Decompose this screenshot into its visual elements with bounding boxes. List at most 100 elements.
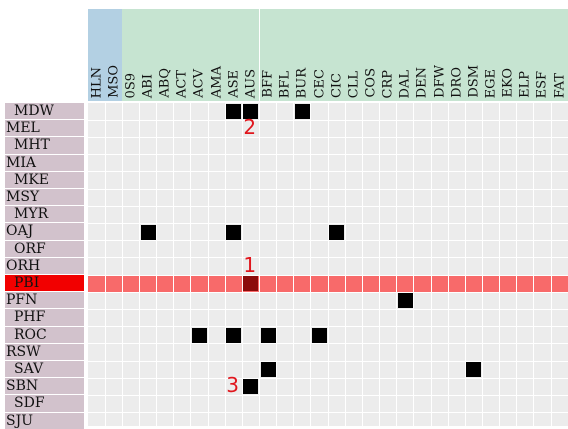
- grid-line-vertical: [104, 103, 106, 426]
- row-header-mel[interactable]: MEL: [5, 120, 84, 137]
- grid-line-vertical: [224, 103, 226, 426]
- column-header-dfw[interactable]: DFW: [431, 9, 449, 101]
- row-header-mdw[interactable]: MDW: [5, 103, 84, 120]
- grid-line-vertical: [156, 103, 158, 426]
- grid-line-vertical: [516, 103, 518, 426]
- row-header-pbi[interactable]: PBI: [5, 275, 84, 292]
- column-header-ege[interactable]: EGE: [482, 9, 500, 101]
- column-header-bur[interactable]: BUR: [293, 9, 311, 101]
- row-header-label: ORF: [14, 240, 46, 257]
- grid-line-vertical: [344, 103, 346, 426]
- column-header-cos[interactable]: COS: [362, 9, 380, 101]
- row-header-msy[interactable]: MSY: [5, 189, 84, 206]
- grid-line-vertical: [327, 103, 329, 426]
- grid-line-vertical: [533, 103, 535, 426]
- cell-marker-pbi-aus[interactable]: [243, 276, 259, 292]
- grid-line-horizontal: [88, 308, 568, 310]
- column-header-dro[interactable]: DRO: [448, 9, 466, 101]
- grid-line-vertical: [550, 103, 552, 426]
- cell-marker-mdw-aus[interactable]: [243, 104, 259, 120]
- grid-line-horizontal: [88, 343, 568, 345]
- column-header-mso[interactable]: MSO: [105, 9, 123, 101]
- row-header-roc[interactable]: ROC: [5, 326, 84, 343]
- row-header-oaj[interactable]: OAJ: [5, 223, 84, 240]
- cell-marker-pfn-dal[interactable]: [397, 293, 413, 309]
- column-header-label: CEC: [312, 68, 327, 98]
- column-header-hln[interactable]: HLN: [88, 9, 106, 101]
- column-header-label: MSO: [106, 65, 122, 98]
- column-header-label: CRP: [380, 69, 396, 98]
- grid-line-horizontal: [88, 274, 568, 276]
- column-header-den[interactable]: DEN: [413, 9, 431, 101]
- row-header-label: PHF: [14, 309, 46, 326]
- cell-marker-mdw-ase[interactable]: [226, 104, 242, 120]
- column-header-label: AMA: [209, 65, 225, 98]
- row-header-label: SAV: [14, 361, 44, 378]
- cell-marker-sav-dsm[interactable]: [466, 362, 482, 378]
- row-header-mke[interactable]: MKE: [5, 171, 84, 188]
- column-header-aus[interactable]: AUS: [242, 9, 260, 101]
- cell-marker-roc-cec[interactable]: [312, 327, 328, 343]
- column-header-abi[interactable]: ABI: [139, 9, 157, 101]
- row-header-orh[interactable]: ORH: [5, 257, 84, 274]
- column-header-esf[interactable]: ESF: [533, 9, 552, 101]
- cell-marker-mdw-bur[interactable]: [294, 104, 310, 120]
- cell-marker-roc-bff[interactable]: [260, 327, 276, 343]
- row-header-label: MHT: [14, 137, 50, 154]
- column-header-label: DAL: [397, 69, 413, 98]
- row-header-sav[interactable]: SAV: [5, 361, 84, 378]
- cell-marker-sbn-aus[interactable]: [243, 379, 259, 395]
- column-header-cic[interactable]: CIC: [328, 9, 346, 101]
- row-header-myr[interactable]: MYR: [5, 206, 84, 223]
- column-header-label: BUR: [294, 67, 310, 98]
- cell-marker-oaj-cic[interactable]: [329, 224, 345, 240]
- row-header-phf[interactable]: PHF: [5, 309, 84, 326]
- row-header-pfn[interactable]: PFN: [5, 292, 84, 309]
- row-header-sju[interactable]: SJU: [5, 412, 84, 429]
- row-header-mht[interactable]: MHT: [5, 137, 84, 154]
- cell-marker-roc-acv[interactable]: [191, 327, 207, 343]
- column-header-fat[interactable]: FAT: [551, 9, 568, 101]
- row-header-mia[interactable]: MIA: [5, 154, 84, 171]
- grid-line-horizontal: [88, 188, 568, 190]
- column-header-eko[interactable]: EKO: [499, 9, 517, 101]
- column-header-label: ELP: [517, 71, 533, 98]
- row-header-sbn[interactable]: SBN: [5, 378, 84, 395]
- column-header-label: BFL: [277, 70, 293, 98]
- column-header-bfl[interactable]: BFL: [276, 9, 294, 101]
- row-header-sdf[interactable]: SDF: [5, 395, 84, 412]
- column-header-crp[interactable]: CRP: [379, 9, 397, 101]
- column-header-acv[interactable]: ACV: [190, 9, 209, 101]
- cell-marker-oaj-ase[interactable]: [226, 224, 242, 240]
- column-header-bff[interactable]: BFF: [259, 9, 277, 101]
- column-header-cll[interactable]: CLL: [345, 9, 363, 101]
- row-header-label: SDF: [14, 395, 45, 412]
- column-header-ase[interactable]: ASE: [225, 9, 243, 101]
- column-header-ama[interactable]: AMA: [208, 9, 226, 101]
- grid-line-horizontal: [88, 154, 568, 156]
- row-header-orf[interactable]: ORF: [5, 240, 84, 257]
- column-header-elp[interactable]: ELP: [516, 9, 534, 101]
- cell-marker-oaj-abi[interactable]: [140, 224, 156, 240]
- column-header-cec[interactable]: CEC: [310, 9, 329, 101]
- grid-line-horizontal: [88, 205, 568, 207]
- column-header-0s9[interactable]: 0S9: [122, 9, 140, 101]
- grid-line-vertical: [259, 103, 260, 426]
- cell-marker-roc-ase[interactable]: [226, 327, 242, 343]
- column-header-label: FAT: [552, 72, 568, 98]
- cell-marker-sav-bff[interactable]: [260, 362, 276, 378]
- column-header-dsm[interactable]: DSM: [465, 9, 483, 101]
- column-header-label: BFF: [260, 70, 276, 98]
- row-header-rsw[interactable]: RSW: [5, 343, 84, 360]
- annotation-number: 2: [243, 115, 257, 140]
- grid-line-vertical: [207, 103, 209, 426]
- column-header-abq[interactable]: ABQ: [156, 9, 174, 101]
- row-header-label: MDW: [14, 103, 54, 120]
- cell-grid[interactable]: 1 2 3: [88, 103, 568, 426]
- column-header-label: CIC: [329, 72, 345, 98]
- column-header-act[interactable]: ACT: [173, 9, 191, 101]
- grid-line-horizontal: [88, 136, 568, 138]
- column-header-dal[interactable]: DAL: [396, 9, 414, 101]
- row-header-label: MEL: [6, 120, 40, 137]
